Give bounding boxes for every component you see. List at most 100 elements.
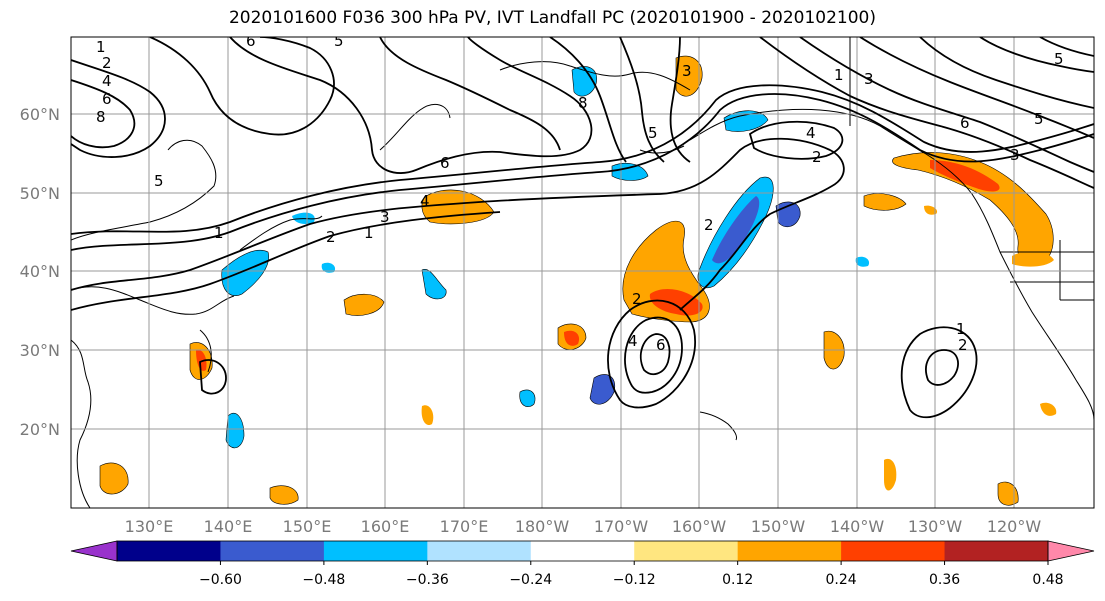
contour-label: 1 [834, 66, 844, 84]
colorbar-segment [841, 541, 946, 561]
colorbar-outline [116, 540, 1049, 562]
colorbar: −0.60 −0.48 −0.36 −0.24 −0.12 0.12 0.24 0.36 0.4… [70, 540, 1095, 588]
contour-label: 8 [96, 108, 106, 126]
anomaly-negative-strong [712, 196, 760, 264]
colorbar-segment [220, 541, 325, 561]
anomaly-negative [855, 256, 870, 267]
contour-label: 3 [380, 208, 390, 226]
anomaly-negative [571, 66, 597, 97]
contour-label: 5 [154, 172, 164, 190]
lat-label: 40°N [20, 262, 60, 281]
lon-label: 180°W [515, 517, 570, 536]
lon-label: 120°W [987, 517, 1042, 536]
lon-label: 170°W [594, 517, 649, 536]
lon-label: 160°E [361, 517, 410, 536]
colorbar-segment [323, 541, 428, 561]
anomaly-negative [589, 374, 616, 405]
lat-label: 50°N [20, 184, 60, 203]
contour-label: 2 [704, 216, 714, 234]
contour-label: 2 [102, 54, 112, 72]
contour-label: 5 [648, 124, 658, 142]
contour-label: 3 [864, 70, 874, 88]
anomaly-negative [723, 110, 769, 132]
anomaly-negative [225, 412, 245, 449]
anomaly-positive [1040, 402, 1057, 416]
anomaly-positive [99, 462, 129, 495]
contour-label: 1 [364, 224, 374, 242]
colorbar-tick-label: −0.60 [199, 572, 242, 588]
anomaly-positive [924, 205, 938, 215]
anomaly-negative [221, 250, 269, 296]
contour-label: 6 [656, 336, 666, 354]
contour-label: 1 [956, 320, 966, 338]
lat-label: 30°N [20, 341, 60, 360]
colorbar-tick-label: 0.24 [826, 572, 857, 588]
contour-label: 4 [806, 124, 816, 142]
contour-label: 3 [682, 62, 692, 80]
colorbar-tick-label: −0.24 [509, 572, 552, 588]
lon-label: 160°W [672, 517, 727, 536]
anomaly-positive [997, 481, 1019, 506]
colorbar-segment [634, 541, 739, 561]
colorbar-segment [737, 541, 842, 561]
colorbar-tick-label: −0.12 [613, 572, 656, 588]
anomaly-positive [269, 485, 299, 505]
coastlines [71, 37, 1094, 508]
anomaly-positive [421, 405, 434, 426]
contour-label: 5 [1054, 50, 1064, 68]
lon-label: 150°W [751, 517, 806, 536]
map-border [70, 36, 1095, 509]
contour-label: 6 [440, 154, 450, 172]
colorbar-tick-label: 0.48 [1032, 572, 1063, 588]
contour-label: 3 [1010, 146, 1020, 164]
contour-label: 6 [102, 90, 112, 108]
anomaly-positive [343, 293, 385, 316]
lon-label: 150°E [283, 517, 332, 536]
lon-label: 170°E [440, 517, 489, 536]
contour-label: 2 [958, 336, 968, 354]
colorbar-extend-right [1047, 540, 1095, 562]
contour-labels: 1 2 4 6 8 5 1 2 1 3 4 6 6 5 8 5 3 4 2 2 … [96, 32, 1064, 354]
contour-label: 6 [246, 32, 256, 50]
anomaly-positive-strong [649, 289, 703, 316]
contour-label: 2 [812, 148, 822, 166]
colorbar-tick-label: −0.48 [302, 572, 345, 588]
contour-label: 1 [96, 38, 106, 56]
anomaly-positive [863, 193, 907, 211]
contour-label: 2 [632, 290, 642, 308]
colorbar-segment [427, 541, 532, 561]
anomaly-positive-strong [564, 330, 580, 346]
anomaly-negative [519, 389, 536, 407]
colorbar-tick-label: −0.36 [406, 572, 449, 588]
anomaly-positive [421, 189, 495, 225]
contour-label: 4 [102, 72, 112, 90]
anomaly-positive [1012, 251, 1054, 267]
contour-label: 4 [628, 332, 638, 350]
contour-label: 1 [214, 224, 224, 242]
longitude-labels: 130°E 140°E 150°E 160°E 170°E 180°W 170°… [125, 517, 1042, 536]
lon-label: 140°E [204, 517, 253, 536]
anomaly-positive-strong [196, 349, 207, 371]
contour-label: 5 [334, 32, 344, 50]
pv-contours [71, 37, 1094, 419]
contour-label: 2 [326, 228, 336, 246]
colorbar-segment [117, 541, 221, 561]
anomaly-positive [884, 458, 897, 491]
colorbar-tick-label: 0.12 [722, 572, 753, 588]
colorbar-extend-left [70, 540, 118, 562]
lat-label: 20°N [20, 420, 60, 439]
lat-label: 60°N [20, 105, 60, 124]
lon-label: 130°W [908, 517, 963, 536]
latitude-labels: 60°N 50°N 40°N 30°N 20°N [20, 105, 60, 439]
map-title: 2020101600 F036 300 hPa PV, IVT Landfall… [228, 8, 876, 28]
contour-label: 4 [420, 192, 430, 210]
colorbar-segment [530, 541, 635, 561]
contour-label: 5 [1034, 110, 1044, 128]
lon-label: 130°E [125, 517, 174, 536]
contour-label: 8 [578, 94, 588, 112]
colorbar-tick-label: 0.36 [929, 572, 960, 588]
anomaly-positive-strong [930, 160, 1000, 192]
lon-label: 140°W [830, 517, 885, 536]
map-content: 1 2 4 6 8 5 1 2 1 3 4 6 6 5 8 5 3 4 2 2 … [71, 32, 1094, 508]
contour-label: 6 [960, 114, 970, 132]
